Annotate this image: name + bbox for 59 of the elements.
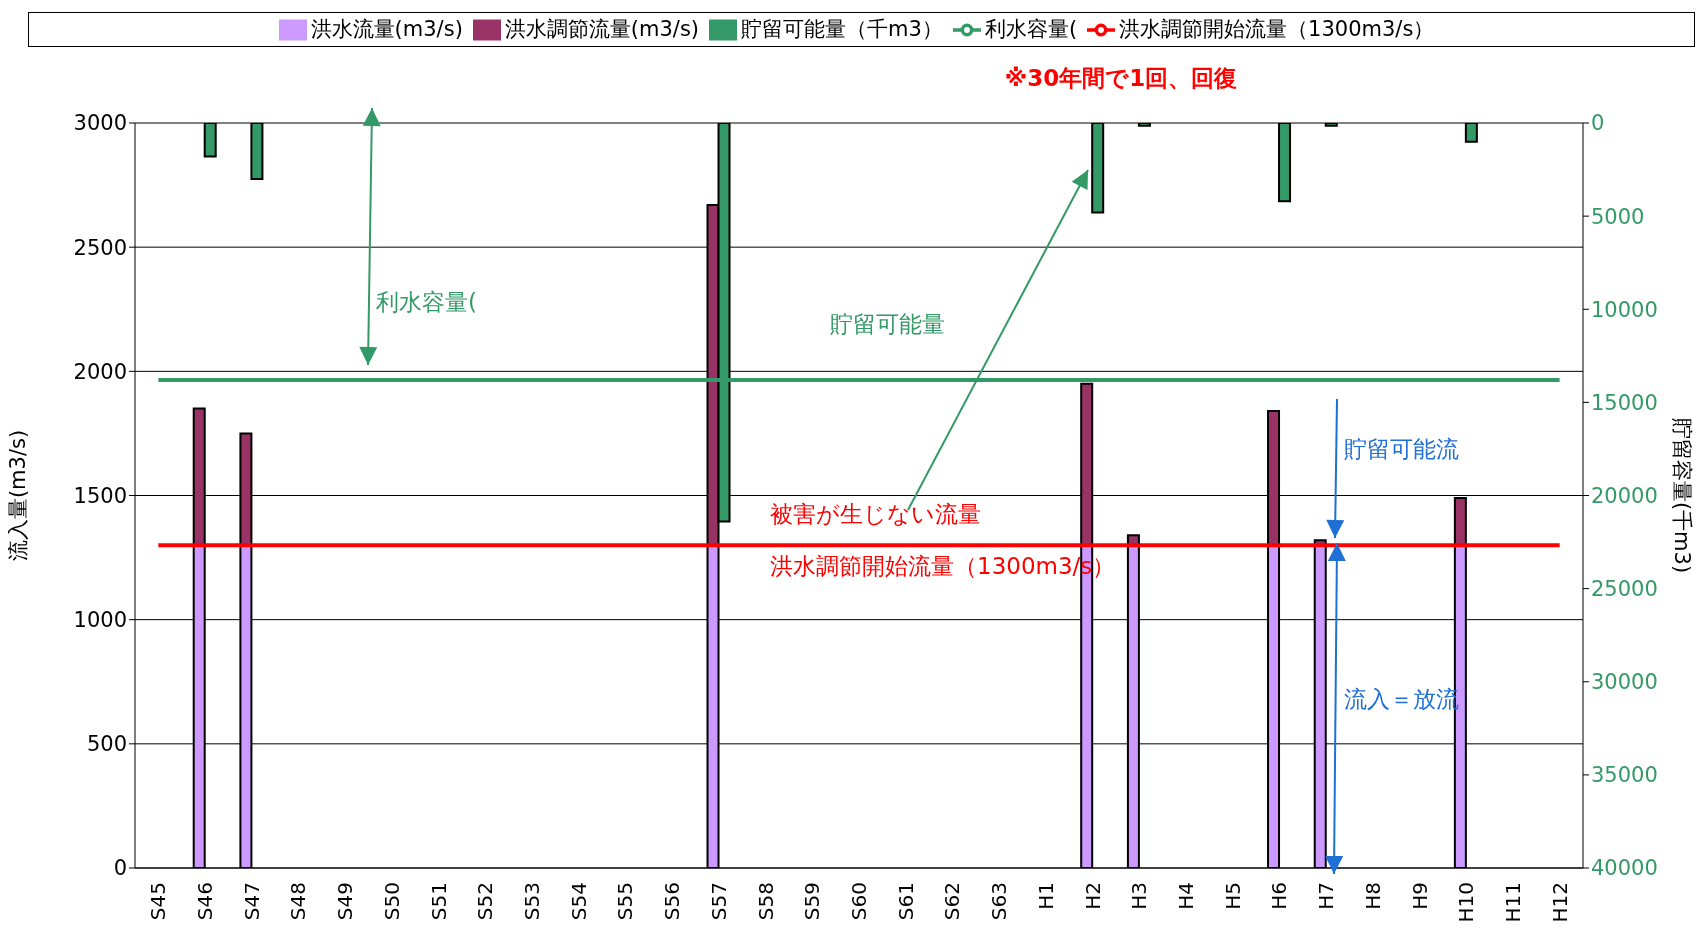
y-axis-title: 流入量(m3/s)	[6, 429, 31, 562]
x-tick-label: S48	[286, 882, 311, 921]
x-tick-label: S51	[426, 882, 451, 921]
x-tick-label: H8	[1360, 882, 1385, 910]
y-tick-label: 1500	[73, 483, 127, 508]
x-tick-label: S53	[520, 882, 545, 921]
x-tick-label: S52	[473, 882, 498, 921]
x-tick-label: S47	[239, 882, 264, 921]
y-tick-label: 1000	[73, 608, 127, 633]
y2-tick-label: 30000	[1591, 670, 1658, 695]
x-tick-label: H9	[1407, 882, 1432, 910]
x-tick-label: H11	[1500, 882, 1525, 923]
legend-label: 貯留可能量（千m3）	[741, 17, 943, 41]
y2-axis-title: 貯留容量(千m3)	[1669, 417, 1694, 574]
x-tick-label: S62	[940, 882, 965, 921]
x-tick-label: S45	[146, 882, 171, 921]
annotation: 被害が生じない流量	[770, 499, 981, 529]
y2-tick-label: 35000	[1591, 763, 1658, 788]
y2-tick-label: 0	[1591, 111, 1605, 136]
y2-tick-label: 5000	[1591, 204, 1645, 229]
y-tick-label: 2500	[73, 235, 127, 260]
x-tick-label: S49	[333, 882, 358, 921]
y2-tick-label: 40000	[1591, 856, 1658, 881]
y-tick-label: 2000	[73, 359, 127, 384]
y-tick-label: 0	[113, 856, 127, 881]
y-tick-label: 3000	[73, 111, 127, 136]
x-tick-label: H6	[1267, 882, 1292, 910]
text: ※30年間で1回、回復	[1004, 63, 1238, 93]
x-tick-label: S59	[800, 882, 825, 921]
y2-tick-label: 20000	[1591, 483, 1658, 508]
x-tick-label: H3	[1127, 882, 1152, 910]
annotation: 貯留可能量	[830, 309, 945, 339]
x-tick-label: H4	[1173, 882, 1198, 910]
x-tick-label: S60	[847, 882, 871, 921]
y-tick-label: 500	[86, 732, 127, 757]
annotation: 貯留可能流	[1344, 434, 1459, 464]
x-tick-label: H12	[1547, 882, 1572, 923]
x-tick-label: S46	[193, 882, 218, 921]
y2-tick-label: 25000	[1591, 577, 1658, 602]
x-tick-label: H7	[1314, 882, 1339, 910]
x-tick-label: S63	[987, 882, 1012, 921]
y2-tick-label: 15000	[1591, 390, 1658, 415]
legend-label: 洪水調節開始流量（1300m3/s）	[1119, 17, 1435, 41]
x-tick-label: H5	[1220, 882, 1245, 910]
x-tick-label: H1	[1033, 882, 1058, 910]
legend-label: 利水容量(	[984, 17, 1078, 41]
legend-label: 洪水流量(m3/s)	[310, 17, 463, 41]
x-tick-label: S56	[660, 882, 685, 921]
x-tick-label: S55	[613, 882, 638, 921]
x-tick-label: S50	[379, 882, 404, 921]
x-tick-label: S54	[566, 882, 591, 921]
annotation: 利水容量(	[376, 287, 477, 317]
legend-label: 洪水調節流量(m3/s)	[504, 17, 700, 41]
x-tick-label: S58	[753, 882, 778, 921]
x-tick-label: S57	[706, 882, 731, 921]
y2-tick-label: 10000	[1591, 297, 1658, 322]
x-tick-label: S61	[893, 882, 918, 921]
x-tick-label: H2	[1080, 882, 1105, 910]
x-tick-label: H10	[1454, 882, 1479, 923]
